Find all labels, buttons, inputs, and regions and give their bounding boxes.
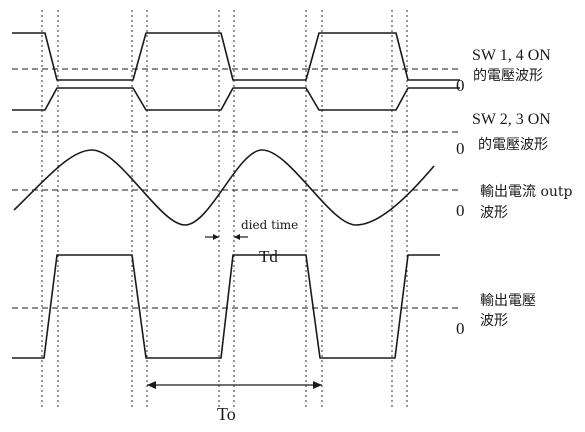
- sw14-label-line2: 的電壓波形: [473, 68, 543, 84]
- sw14-voltage-trace: [12, 32, 460, 81]
- voltage-waveform: [12, 254, 460, 359]
- sw23-voltage-trace: [12, 87, 460, 111]
- sw14-waveform: [12, 32, 460, 81]
- voltage-label-line2: 波形: [480, 313, 508, 329]
- current-label-line2: 波形: [480, 205, 508, 221]
- period-arrowhead-right: [313, 381, 322, 389]
- current-zero-label: 0: [456, 201, 465, 220]
- sw23-label-line1: SW 2, 3 ON: [472, 111, 551, 128]
- td-label: Td: [259, 247, 278, 266]
- timing-guides: [41, 10, 408, 408]
- period-label: To: [217, 404, 236, 424]
- voltage-label-line1: 輸出電壓: [480, 293, 536, 309]
- dead-time-marker: [205, 234, 248, 240]
- sw14-zero-label: 0: [456, 76, 465, 95]
- dead-time-label: died time: [241, 218, 298, 232]
- dead-time-arrowhead-left: [213, 234, 219, 240]
- sw23-zero-label: 0: [456, 139, 465, 158]
- current-label-line1: 輸出電流 outp: [480, 184, 573, 200]
- voltage-trace: [12, 254, 440, 359]
- current-trace: [13, 149, 435, 226]
- sw14-label-line1: SW 1, 4 ON: [472, 47, 551, 64]
- current-waveform: [12, 149, 460, 226]
- voltage-zero-label: 0: [456, 319, 465, 338]
- period-arrowhead-left: [147, 381, 156, 389]
- dead-time-arrowhead-right: [234, 234, 240, 240]
- period-marker: [147, 381, 322, 389]
- sw23-waveform: [12, 87, 460, 133]
- sw23-label-line2: 的電壓波形: [478, 137, 548, 153]
